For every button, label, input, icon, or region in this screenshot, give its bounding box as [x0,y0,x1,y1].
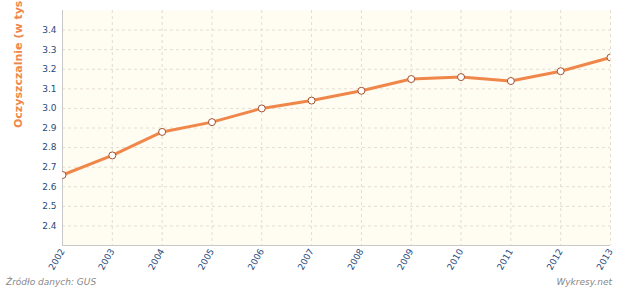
svg-text:2.8: 2.8 [42,142,57,152]
svg-text:2.7: 2.7 [42,162,56,172]
svg-text:2013: 2013 [595,247,615,272]
svg-text:2012: 2012 [545,247,565,272]
svg-text:3.4: 3.4 [42,25,57,35]
svg-text:2.5: 2.5 [42,201,56,211]
svg-text:2.6: 2.6 [42,182,57,192]
svg-text:2003: 2003 [96,247,116,272]
svg-text:2006: 2006 [246,247,266,272]
svg-text:3.3: 3.3 [42,45,56,55]
svg-text:2002: 2002 [47,247,67,272]
svg-text:2007: 2007 [296,247,316,272]
svg-text:2.4: 2.4 [42,221,57,231]
html-text:Wykresy.net: Wykresy.net [556,277,612,287]
svg-text:2.9: 2.9 [42,123,57,133]
svg-text:2010: 2010 [445,247,465,272]
svg-text:3.2: 3.2 [42,64,56,74]
svg-text:3.0: 3.0 [42,103,57,113]
svg-text:Oczyszczalnie (w tys.): Oczyszczalnie (w tys.) [12,0,25,128]
html-text:Źródło danych: GUS: Źródło danych: GUS [6,277,97,287]
svg-text:2011: 2011 [495,247,515,272]
svg-text:2009: 2009 [395,247,415,272]
svg-text:2008: 2008 [346,247,366,272]
svg-text:3.1: 3.1 [42,84,56,94]
svg-text:2004: 2004 [146,247,166,272]
svg-text:2005: 2005 [196,247,216,272]
